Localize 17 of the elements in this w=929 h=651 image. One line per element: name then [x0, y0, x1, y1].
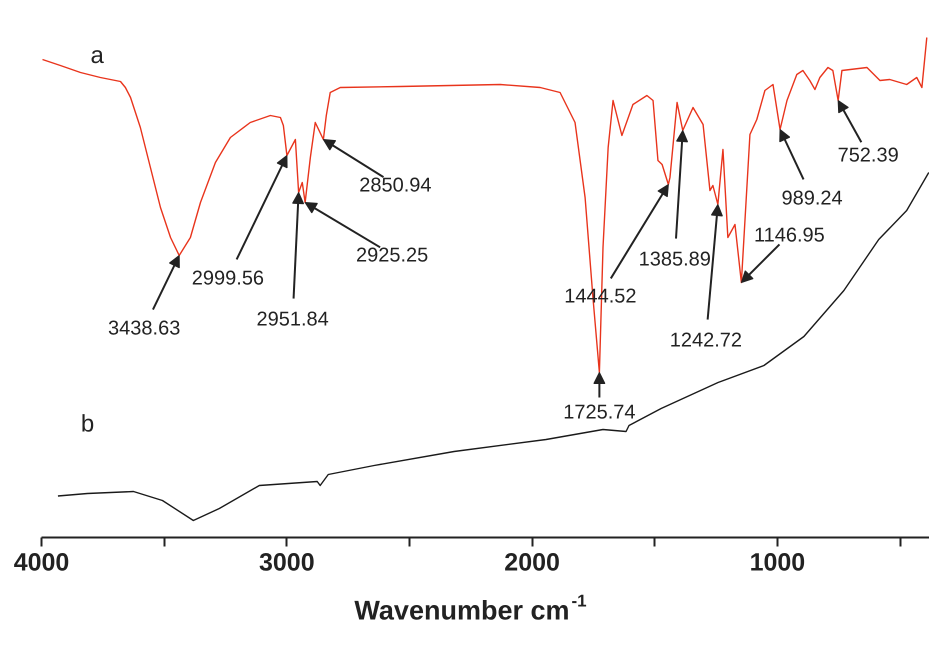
annotation: 2925.25 — [356, 244, 428, 266]
x-tick-label: 1000 — [750, 548, 806, 576]
x-tick-label: 2000 — [504, 548, 560, 576]
annotation: 989.24 — [781, 188, 843, 210]
annotation: 1385.89 — [638, 248, 711, 270]
x-tick-label: 3000 — [258, 548, 315, 576]
annotation: 1725.74 — [563, 402, 636, 424]
annotation: 752.39 — [838, 144, 899, 166]
annotation: 1146.95 — [754, 224, 825, 246]
annotation: 2850.94 — [359, 174, 432, 196]
annotation: 1242.72 — [670, 330, 742, 352]
x-tick-label: 4000 — [14, 548, 70, 576]
annotation: 2951.84 — [256, 308, 329, 330]
text: b — [80, 410, 94, 438]
annotation: 2999.56 — [192, 268, 264, 290]
series-label: a — [90, 42, 104, 69]
annotation: 3438.63 — [108, 318, 180, 340]
